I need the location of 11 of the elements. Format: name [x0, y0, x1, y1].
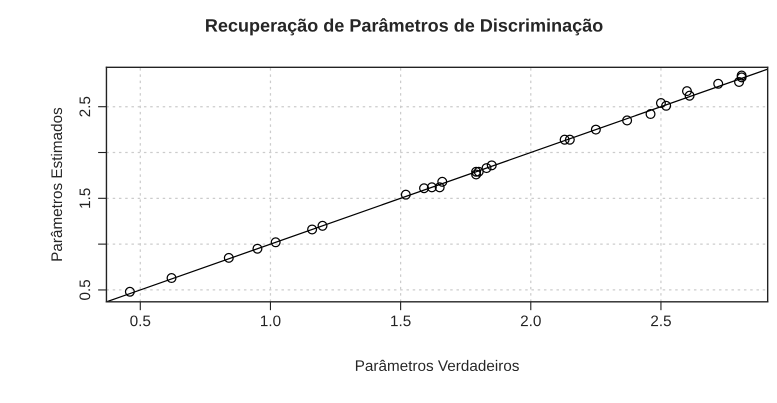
x-tick-label: 1.5 — [391, 316, 411, 326]
y-tick-label: 0.5 — [79, 280, 90, 300]
y-tick-label: 1.5 — [80, 188, 90, 208]
x-tick-label: 2.5 — [651, 315, 671, 326]
y-tick-label: 2.5 — [79, 96, 90, 117]
x-tick-label: 1.0 — [261, 315, 280, 326]
y-axis-title: Parâmetros Estimados — [50, 108, 62, 261]
x-tick-label: 0.5 — [130, 315, 150, 326]
x-axis-title: Parâmetros Verdadeiros — [356, 360, 519, 372]
x-tick-label: 2.0 — [520, 315, 541, 326]
chart-title: Recuperação de Parâmetros de Discriminação — [206, 18, 603, 36]
